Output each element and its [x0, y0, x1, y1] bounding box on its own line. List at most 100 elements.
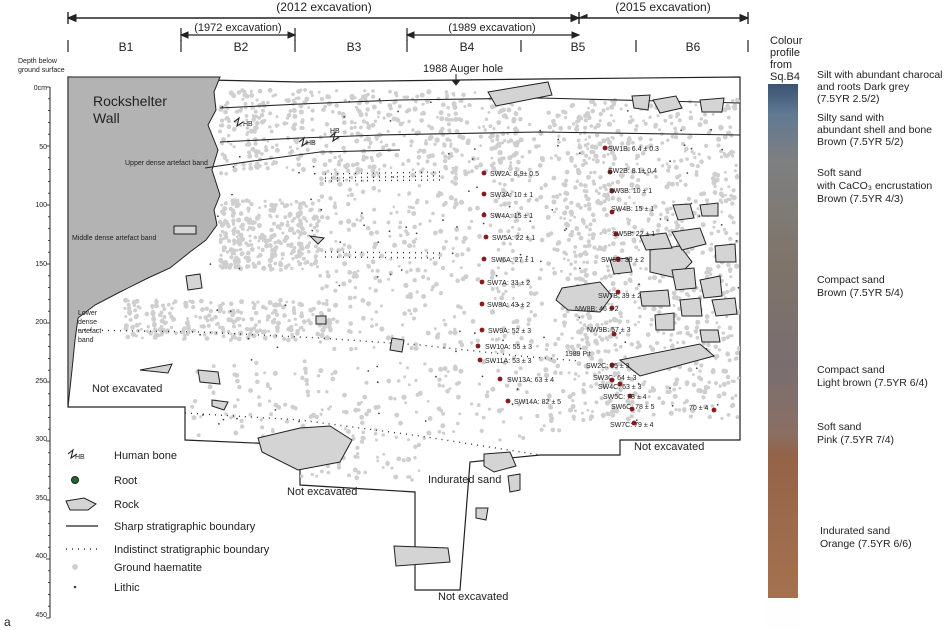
haematite-dot — [446, 105, 450, 110]
haematite-dot — [386, 129, 390, 133]
haematite-dot — [406, 456, 412, 463]
haematite-dot — [141, 336, 144, 340]
haematite-dot — [333, 201, 337, 205]
haematite-dot — [573, 266, 577, 271]
square-label-b1: B1 — [119, 40, 134, 54]
lithic-dot — [579, 347, 582, 350]
haematite-dot — [564, 252, 568, 256]
haematite-dot — [478, 134, 483, 139]
haematite-dot — [260, 304, 266, 310]
haematite-dot — [532, 291, 537, 297]
haematite-dot — [360, 420, 365, 426]
haematite-dot — [319, 214, 325, 220]
haematite-dot — [660, 400, 666, 406]
haematite-dot — [255, 98, 259, 102]
haematite-dot — [382, 116, 386, 120]
haematite-dot — [477, 277, 481, 281]
haematite-dot — [364, 411, 369, 417]
haematite-dot — [487, 407, 491, 411]
haematite-dot — [619, 314, 623, 318]
haematite-dot — [409, 139, 414, 144]
haematite-dot — [285, 98, 291, 104]
haematite-dot — [713, 344, 718, 349]
haematite-dot — [274, 147, 280, 153]
haematite-dot — [223, 218, 227, 222]
haematite-dot — [449, 273, 454, 278]
haematite-dot — [356, 366, 360, 370]
haematite-dot — [408, 261, 412, 265]
haematite-dot — [368, 230, 374, 236]
haematite-dot — [637, 306, 641, 310]
haematite-dot — [517, 382, 522, 388]
haematite-dot — [719, 155, 724, 159]
haematite-dot — [232, 363, 237, 368]
haematite-dot — [346, 227, 351, 232]
haematite-dot — [349, 330, 353, 334]
haematite-dot — [601, 368, 605, 372]
haematite-dot — [285, 419, 289, 424]
haematite-dot — [419, 92, 425, 98]
haematite-dot — [418, 222, 422, 226]
haematite-dot — [231, 218, 236, 223]
upper-band-label: Upper dense artefact band — [125, 160, 208, 167]
haematite-dot — [321, 107, 326, 112]
haematite-dot — [512, 141, 516, 145]
haematite-dot — [363, 138, 367, 142]
haematite-dot — [267, 329, 271, 333]
haematite-dot — [587, 243, 592, 248]
haematite-dot — [473, 91, 477, 94]
lithic-dot — [517, 304, 520, 307]
sample-dot — [711, 407, 717, 413]
haematite-dot — [600, 412, 606, 418]
haematite-dot — [490, 133, 495, 139]
haematite-dot — [726, 262, 731, 268]
haematite-dot — [445, 388, 450, 394]
haematite-dot — [668, 233, 672, 237]
haematite-dot — [511, 152, 517, 158]
haematite-dot — [598, 111, 603, 117]
haematite-dot — [532, 313, 538, 318]
haematite-dot — [501, 107, 506, 113]
haematite-dot — [299, 231, 304, 236]
haematite-dot — [304, 204, 308, 208]
haematite-dot — [591, 149, 596, 155]
haematite-dot — [376, 455, 379, 459]
haematite-dot — [438, 228, 444, 234]
haematite-dot — [236, 309, 240, 314]
haematite-dot — [454, 148, 459, 154]
haematite-dot — [716, 393, 722, 399]
haematite-dot — [645, 172, 650, 177]
haematite-dot — [416, 155, 422, 160]
lithic-dot — [669, 387, 671, 389]
haematite-dot — [499, 203, 503, 207]
haematite-dot — [677, 408, 682, 412]
haematite-dot — [363, 89, 367, 93]
haematite-dot — [710, 242, 714, 246]
haematite-dot — [268, 207, 274, 213]
haematite-dot — [353, 121, 357, 125]
haematite-dot — [334, 269, 339, 274]
haematite-dot — [570, 336, 574, 340]
haematite-dot — [296, 229, 301, 234]
haematite-dot — [735, 232, 739, 236]
haematite-dot — [258, 328, 263, 333]
haematite-dot — [678, 330, 683, 335]
haematite-dot — [451, 101, 457, 107]
haematite-dot — [444, 90, 449, 94]
haematite-dot — [580, 150, 585, 156]
haematite-dot — [587, 156, 591, 160]
haematite-dot — [370, 269, 375, 273]
haematite-dot — [334, 239, 338, 243]
haematite-dot — [296, 260, 300, 263]
sample-label: SW13A: 63 ± 4 — [507, 377, 554, 384]
haematite-dot — [248, 412, 253, 417]
haematite-dot — [721, 381, 727, 387]
haematite-dot — [578, 252, 583, 258]
haematite-dot — [610, 135, 614, 140]
haematite-dot — [333, 288, 338, 293]
rockshelter-wall — [67, 76, 221, 408]
haematite-dot — [557, 113, 561, 117]
haematite-dot — [248, 239, 252, 243]
haematite-dot — [327, 308, 332, 313]
haematite-dot — [579, 269, 584, 274]
